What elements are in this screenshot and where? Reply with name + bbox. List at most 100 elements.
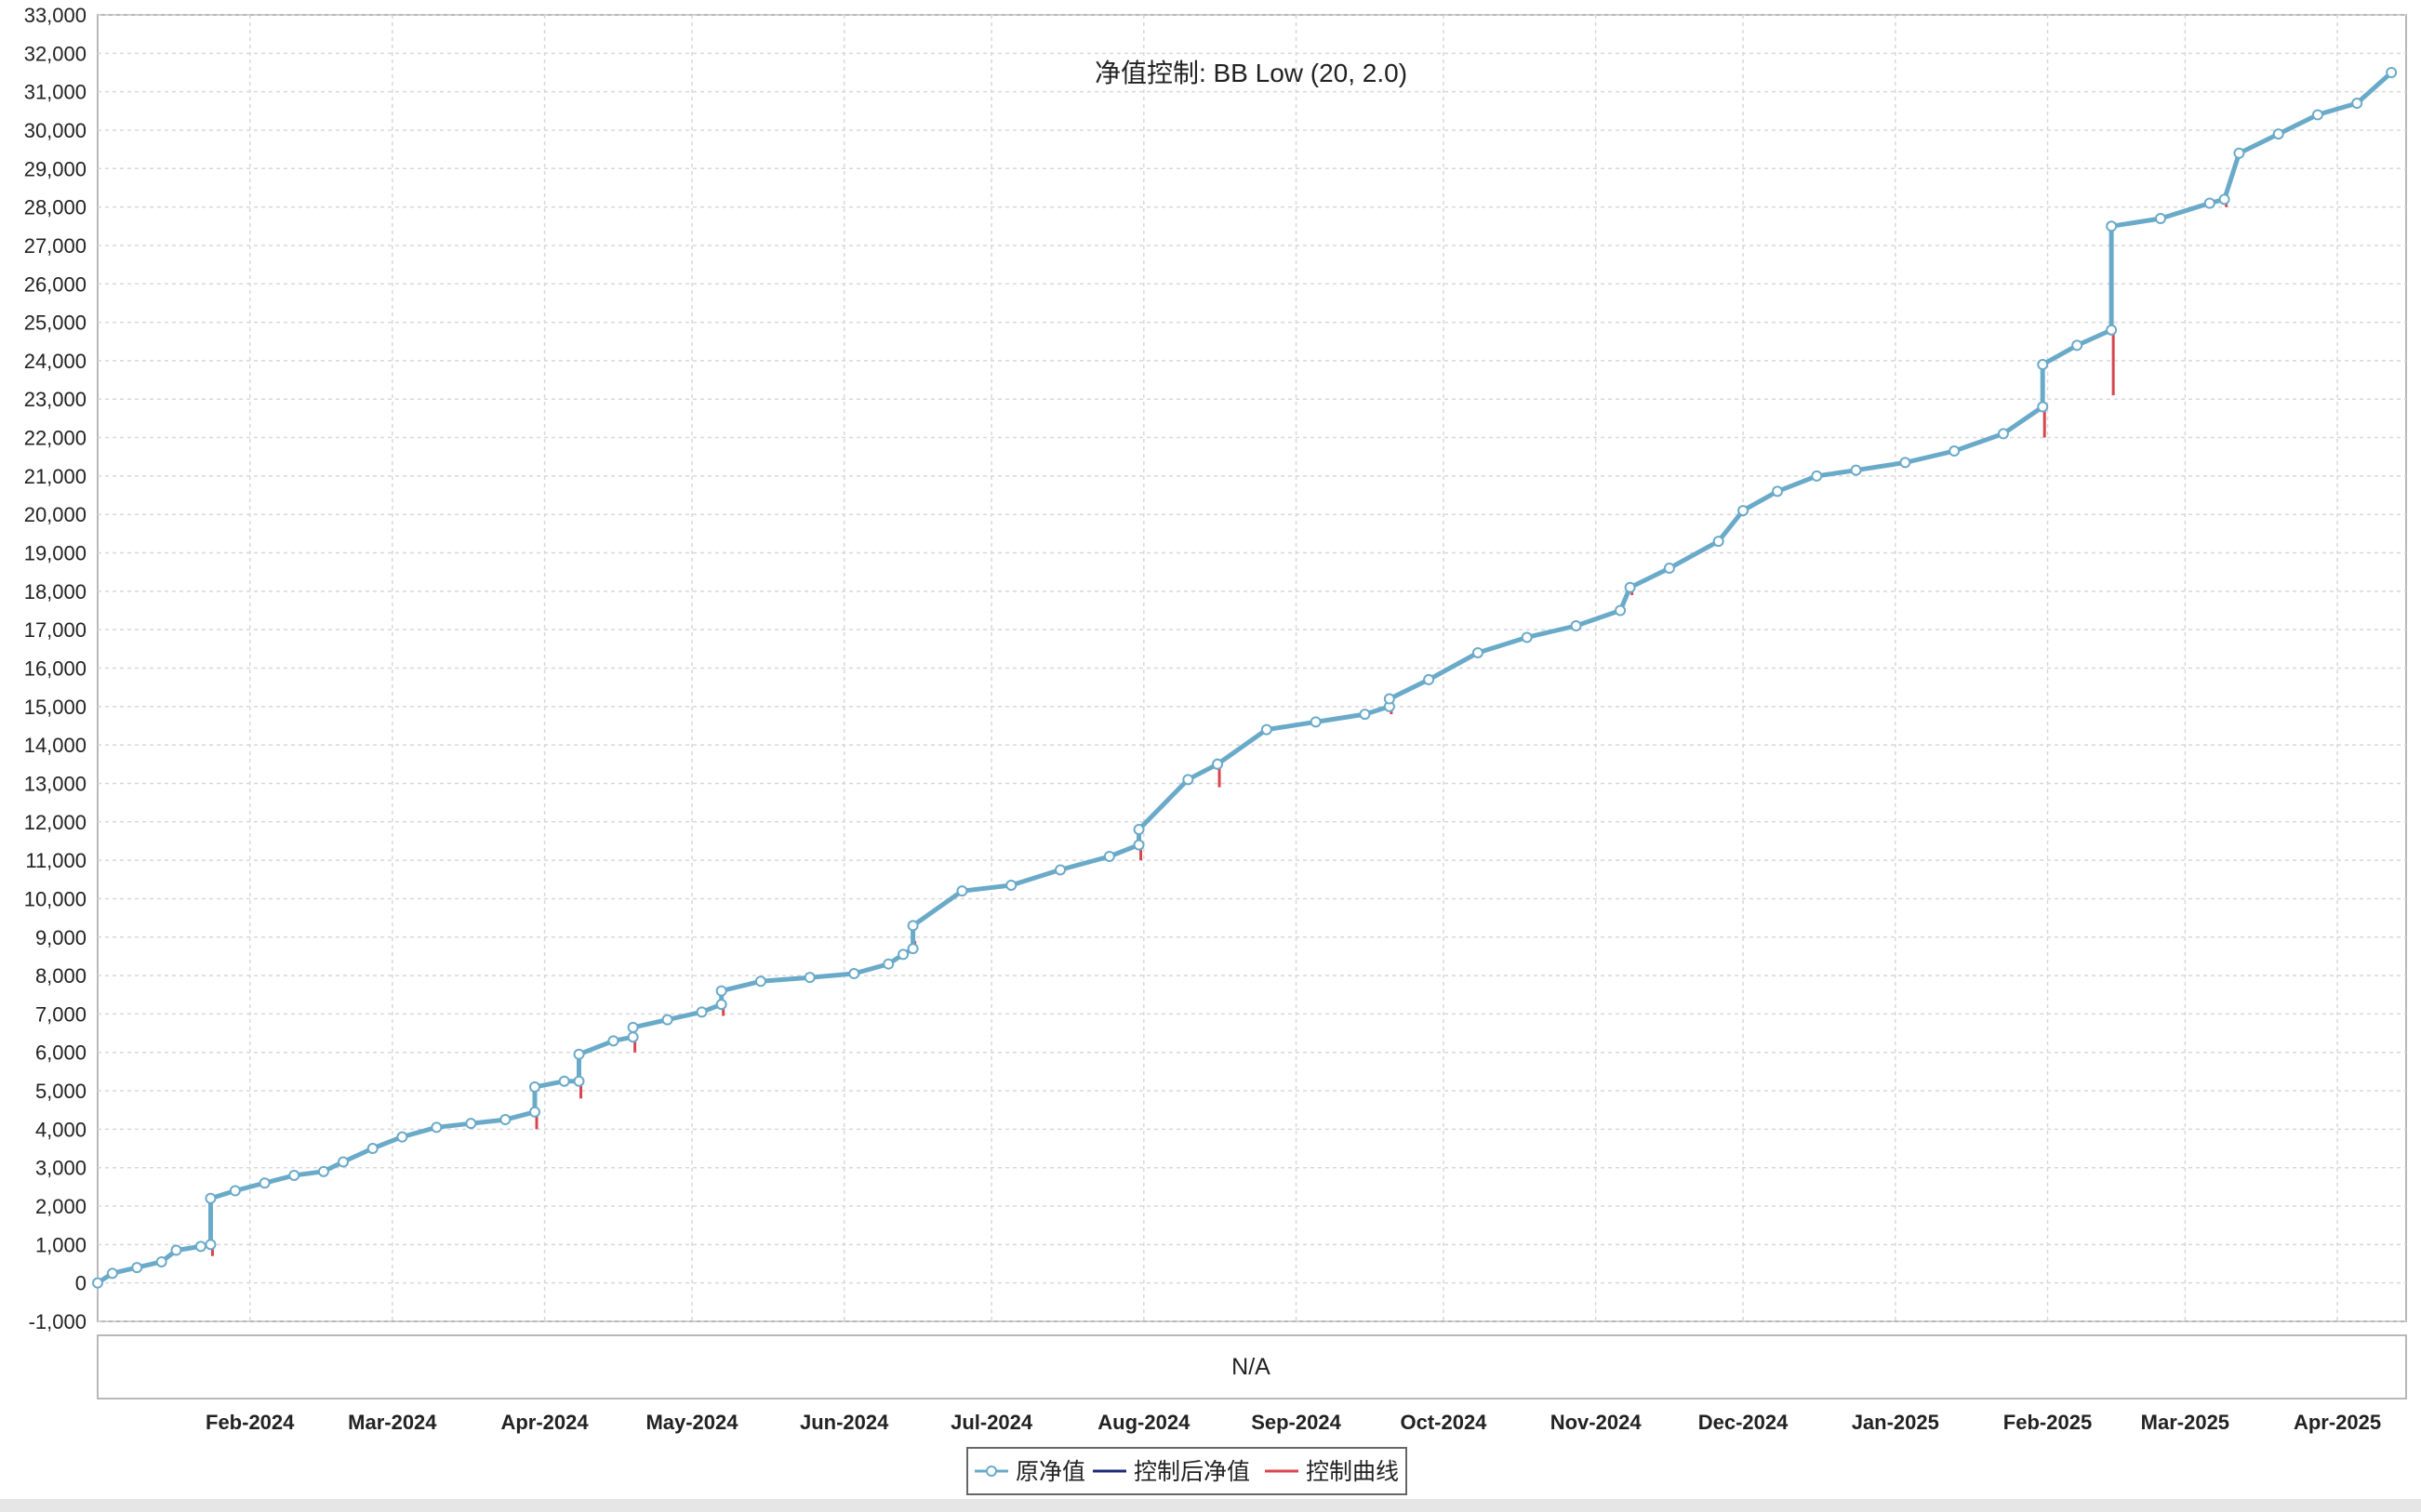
- x-tick-label: Mar-2024: [348, 1411, 437, 1434]
- data-point: [1737, 505, 1749, 517]
- data-point: [528, 1081, 540, 1093]
- data-point: [1570, 620, 1582, 632]
- x-tick-label: Apr-2025: [2294, 1411, 2381, 1434]
- data-point: [883, 958, 895, 970]
- data-point: [499, 1114, 512, 1126]
- data-point: [1772, 485, 1784, 497]
- y-tick-label: 22,000: [24, 427, 86, 450]
- data-point: [573, 1048, 585, 1060]
- y-tick-label: 12,000: [24, 811, 86, 834]
- x-tick-label: Nov-2024: [1550, 1411, 1643, 1434]
- data-point: [131, 1262, 143, 1274]
- data-point: [2311, 109, 2323, 121]
- data-point: [1899, 457, 1911, 469]
- legend-box: [966, 1447, 1407, 1495]
- grid: [98, 14, 2406, 1322]
- data-point: [2037, 359, 2049, 371]
- data-point: [607, 1035, 619, 1047]
- x-tick-label: Jan-2025: [1852, 1411, 1939, 1434]
- y-tick-label: 7,000: [35, 1002, 86, 1026]
- y-tick-label: 26,000: [24, 272, 86, 296]
- legend-label: 原净值: [1016, 1459, 1085, 1485]
- data-point: [1663, 563, 1675, 575]
- data-point: [956, 885, 968, 897]
- data-point: [1712, 536, 1724, 548]
- x-tick-label: Mar-2025: [2141, 1411, 2229, 1434]
- series-layer: [92, 66, 2398, 1289]
- data-point: [1850, 464, 1862, 476]
- x-tick-label: Jul-2024: [951, 1411, 1033, 1434]
- y-tick-label: 2,000: [35, 1195, 86, 1218]
- y-tick-label: 17,000: [24, 618, 86, 642]
- data-point: [1103, 850, 1115, 862]
- legend-label: 控制后净值: [1134, 1459, 1250, 1485]
- data-point: [1471, 646, 1483, 658]
- y-tick-label: 32,000: [24, 42, 86, 65]
- data-point: [1359, 709, 1371, 721]
- data-point: [194, 1240, 206, 1253]
- data-point: [2351, 98, 2363, 110]
- data-point: [1624, 581, 1636, 593]
- data-point: [907, 920, 919, 932]
- x-tick-label: Sep-2024: [1251, 1411, 1341, 1434]
- data-point: [229, 1185, 241, 1197]
- data-point: [155, 1255, 167, 1267]
- x-tick-label: Aug-2024: [1097, 1411, 1191, 1434]
- data-point: [715, 999, 727, 1011]
- y-tick-label: 19,000: [24, 542, 86, 565]
- x-tick-label: Apr-2024: [500, 1411, 589, 1434]
- data-point: [661, 1014, 673, 1026]
- data-point: [573, 1075, 585, 1087]
- data-point: [2106, 324, 2118, 336]
- y-tick-label: 6,000: [35, 1041, 86, 1065]
- lower-panel-text: N/A: [1231, 1354, 1270, 1380]
- y-tick-label: 27,000: [24, 234, 86, 258]
- y-tick-label: 24,000: [24, 350, 86, 373]
- y-tick-label: 9,000: [35, 926, 86, 949]
- chart-title: 净值控制: BB Low (20, 2.0): [1095, 59, 1407, 87]
- data-point: [1055, 864, 1067, 876]
- y-tick-label: 21,000: [24, 465, 86, 488]
- data-point: [2154, 213, 2166, 225]
- legend: 原净值 控制后净值 控制曲线: [966, 1447, 1407, 1495]
- y-tick-label: 20,000: [24, 503, 86, 526]
- data-point: [1383, 693, 1395, 705]
- data-point: [715, 985, 727, 997]
- y-tick-label: 31,000: [24, 81, 86, 104]
- data-point: [898, 948, 910, 961]
- y-tick-label: 16,000: [24, 657, 86, 681]
- y-tick-label: 14,000: [24, 734, 86, 757]
- data-point: [1423, 673, 1435, 685]
- data-point: [396, 1131, 408, 1143]
- data-point: [627, 1021, 639, 1033]
- data-point: [259, 1177, 271, 1189]
- x-tick-label: Feb-2024: [206, 1411, 295, 1434]
- y-tick-label: 25,000: [24, 312, 86, 335]
- data-point: [1811, 470, 1823, 482]
- y-tick-label: 23,000: [24, 388, 86, 411]
- data-point: [2233, 147, 2245, 159]
- data-point: [1997, 428, 2009, 440]
- data-point: [1949, 445, 1961, 458]
- data-point: [205, 1192, 217, 1204]
- data-point: [558, 1075, 570, 1087]
- data-point: [2071, 339, 2083, 351]
- y-tick-label: 11,000: [25, 849, 86, 872]
- x-tick-label: Dec-2024: [1698, 1411, 1789, 1434]
- y-tick-label: -1,000: [29, 1310, 86, 1333]
- legend-label: 控制曲线: [1306, 1459, 1399, 1485]
- data-point: [1005, 879, 1018, 891]
- y-tick-label: 0: [75, 1272, 86, 1295]
- y-tick-label: 5,000: [35, 1080, 86, 1103]
- x-tick-label: Feb-2025: [2003, 1411, 2092, 1434]
- data-point: [106, 1267, 118, 1280]
- data-point: [1182, 774, 1194, 786]
- y-tick-label: 8,000: [35, 964, 86, 988]
- y-tick-label: 15,000: [24, 696, 86, 719]
- x-tick-label: May-2024: [645, 1411, 738, 1434]
- data-point: [528, 1106, 540, 1118]
- data-point: [1310, 716, 1322, 728]
- data-point: [1133, 824, 1145, 836]
- legend-marker: [986, 1466, 997, 1477]
